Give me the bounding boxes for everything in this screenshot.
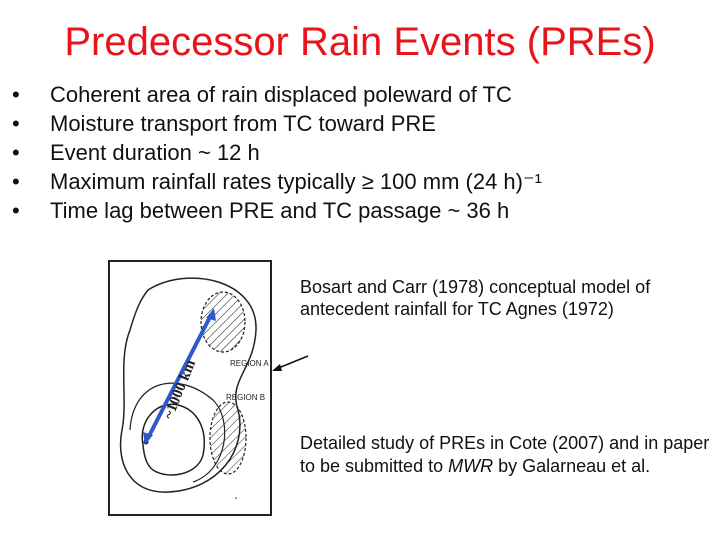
figure-frame	[108, 260, 272, 516]
arrowhead-bottom-icon	[143, 432, 153, 445]
bullet-symbol: •	[12, 82, 20, 107]
slide-title: Predecessor Rain Events (PREs)	[64, 20, 656, 64]
bullet-item: • Moisture transport from TC toward PRE	[12, 109, 712, 138]
region-b-rainfall	[209, 401, 247, 475]
contour-line	[119, 277, 257, 493]
reference-text: Detailed study of PREs in Cote (2007) an…	[300, 433, 710, 476]
journal-name: MWR	[448, 455, 494, 476]
bullet-item: • Time lag between PRE and TC passage ~ …	[12, 196, 712, 225]
arrowhead-top-icon	[206, 308, 216, 321]
distance-arrow	[146, 314, 213, 439]
figure-caption: Bosart and Carr (1978) conceptual model …	[300, 277, 651, 319]
bullet-text: Moisture transport from TC toward PRE	[50, 111, 436, 136]
contour-line	[141, 403, 205, 476]
bullet-item: • Maximum rainfall rates typically ≥ 100…	[12, 167, 712, 196]
bullet-symbol: •	[12, 169, 20, 194]
conceptual-model-figure: REGION A REGION B ~1000 km	[108, 260, 272, 516]
region-a-rainfall	[200, 291, 246, 353]
bullet-item: • Coherent area of rain displaced polewa…	[12, 80, 712, 109]
bullet-item: • Event duration ~ 12 h	[12, 138, 712, 167]
bullet-symbol: •	[12, 111, 20, 136]
reference-note: Detailed study of PREs in Cote (2007) an…	[300, 432, 715, 477]
region-a-label: REGION A	[230, 359, 269, 368]
reference-text-end: by Galarneau et al.	[493, 455, 651, 476]
bullet-symbol: •	[12, 140, 20, 165]
bullet-list: • Coherent area of rain displaced polewa…	[12, 80, 712, 225]
bullet-text: Maximum rainfall rates typically ≥ 100 m…	[50, 169, 542, 194]
bullet-symbol: •	[12, 198, 20, 223]
bullet-text: Event duration ~ 12 h	[50, 140, 260, 165]
caption-pointer-arrow	[272, 355, 309, 371]
bullet-text: Time lag between PRE and TC passage ~ 36…	[50, 198, 510, 223]
bullet-text: Coherent area of rain displaced poleward…	[50, 82, 512, 107]
region-b-label: REGION B	[226, 393, 265, 402]
